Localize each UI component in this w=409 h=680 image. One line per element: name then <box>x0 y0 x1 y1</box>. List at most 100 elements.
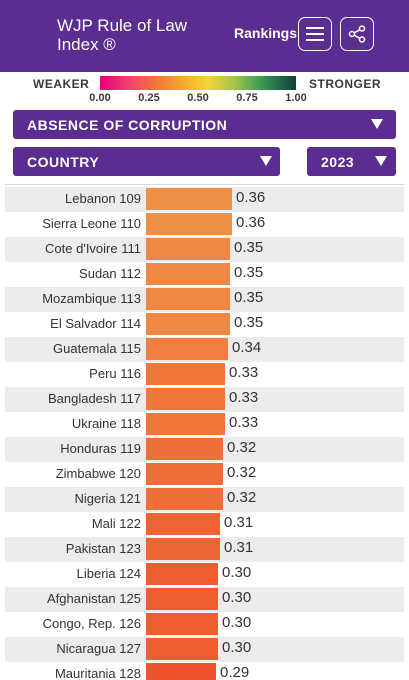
score-bar <box>146 338 228 360</box>
app-title: WJP Rule of Law Index ® <box>57 16 188 54</box>
country-rank-label: Lebanon 109 <box>5 191 141 206</box>
ranking-row[interactable]: Congo, Rep. 126 0.30 <box>5 612 404 637</box>
country-name: Pakistan <box>65 541 116 556</box>
country-rank-label: Cote d'Ivoire 111 <box>5 241 141 256</box>
ranking-row[interactable]: Zimbabwe 120 0.32 <box>5 462 404 487</box>
ranking-row[interactable]: Afghanistan 125 0.30 <box>5 587 404 612</box>
country-rank: 125 <box>119 591 141 606</box>
score-value: 0.30 <box>222 564 252 581</box>
ranking-row[interactable]: Mozambique 113 0.35 <box>5 287 404 312</box>
country-rank: 109 <box>119 191 141 206</box>
country-name: Nicaragua <box>56 641 116 656</box>
ranking-row[interactable]: Mali 122 0.31 <box>5 512 404 537</box>
score-value: 0.30 <box>222 614 252 631</box>
country-name: El Salvador <box>50 316 117 331</box>
country-name: Mauritania <box>54 666 116 680</box>
country-name: Sudan <box>79 266 117 281</box>
country-rank: 121 <box>119 491 141 506</box>
score-bar <box>146 188 232 210</box>
menu-button[interactable] <box>298 17 332 51</box>
score-bar <box>146 488 223 510</box>
country-rank: 114 <box>120 316 141 331</box>
ranking-row[interactable]: Lebanon 109 0.36 <box>5 187 404 212</box>
ranking-list[interactable]: Lebanon 109 0.36 Sierra Leone 110 0.36 Cote … <box>5 184 404 680</box>
country-rank-label: Mozambique 113 <box>5 291 141 306</box>
color-scale: WEAKER STRONGER 0.00 0.25 0.50 0.75 1.00 <box>0 72 409 110</box>
country-rank: 113 <box>120 291 141 306</box>
score-bar <box>146 263 230 285</box>
indicator-dropdown-label: ABSENCE OF CORRUPTION <box>27 117 228 133</box>
country-rank-label: Peru 116 <box>5 366 141 381</box>
scale-tick: 0.50 <box>187 92 209 104</box>
country-rank: 123 <box>119 541 141 556</box>
score-bar <box>146 388 225 410</box>
score-value: 0.33 <box>229 389 259 406</box>
score-value: 0.33 <box>229 364 259 381</box>
year-dropdown[interactable]: 2023 <box>307 147 396 176</box>
score-bar <box>146 288 230 310</box>
ranking-row[interactable]: Bangladesh 117 0.33 <box>5 387 404 412</box>
ranking-row[interactable]: Peru 116 0.33 <box>5 362 404 387</box>
caret-down-icon <box>371 119 383 129</box>
country-rank-label: Honduras 119 <box>5 441 141 456</box>
country-rank-label: Mali 122 <box>5 516 141 531</box>
scale-tick: 0.75 <box>236 92 258 104</box>
country-rank-label: Bangladesh 117 <box>5 391 141 406</box>
ranking-row[interactable]: Cote d'Ivoire 111 0.35 <box>5 237 404 262</box>
share-button[interactable] <box>340 17 374 51</box>
country-name: Congo, Rep. <box>42 616 116 631</box>
country-rank-label: Nigeria 121 <box>5 491 141 506</box>
score-value: 0.35 <box>234 314 264 331</box>
country-rank: 116 <box>120 366 141 381</box>
ranking-row[interactable]: Guatemala 115 0.34 <box>5 337 404 362</box>
ranking-row[interactable]: Pakistan 123 0.31 <box>5 537 404 562</box>
score-value: 0.31 <box>224 514 254 531</box>
score-value: 0.35 <box>234 289 264 306</box>
indicator-dropdown[interactable]: ABSENCE OF CORRUPTION <box>13 110 396 139</box>
country-rank: 124 <box>119 566 141 581</box>
country-name: Bangladesh <box>47 391 117 406</box>
ranking-row[interactable]: Ukraine 118 0.33 <box>5 412 404 437</box>
country-rank: 122 <box>119 516 141 531</box>
ranking-row[interactable]: Nicaragua 127 0.30 <box>5 637 404 662</box>
score-value: 0.34 <box>232 339 262 356</box>
country-rank: 127 <box>119 641 141 656</box>
country-rank: 126 <box>119 616 141 631</box>
level-dropdown[interactable]: COUNTRY <box>13 147 280 176</box>
ranking-row[interactable]: Sudan 112 0.35 <box>5 262 404 287</box>
score-bar <box>146 563 218 585</box>
score-value: 0.36 <box>236 189 266 206</box>
country-rank-label: Sierra Leone 110 <box>5 216 141 231</box>
rankings-label[interactable]: Rankings <box>234 25 298 41</box>
score-value: 0.36 <box>236 214 266 231</box>
year-dropdown-label: 2023 <box>321 154 355 170</box>
score-bar <box>146 663 216 680</box>
country-name: Sierra Leone <box>42 216 117 231</box>
ranking-row[interactable]: El Salvador 114 0.35 <box>5 312 404 337</box>
country-rank-label: Pakistan 123 <box>5 541 141 556</box>
ranking-row[interactable]: Nigeria 121 0.32 <box>5 487 404 512</box>
country-rank-label: Congo, Rep. 126 <box>5 616 141 631</box>
ranking-row[interactable]: Honduras 119 0.32 <box>5 437 404 462</box>
ranking-row[interactable]: Liberia 124 0.30 <box>5 562 404 587</box>
score-value: 0.30 <box>222 589 252 606</box>
score-value: 0.33 <box>229 414 259 431</box>
ranking-row[interactable]: Mauritania 128 0.29 <box>5 662 404 680</box>
score-value: 0.32 <box>227 439 257 456</box>
share-icon <box>348 25 366 43</box>
score-bar <box>146 363 225 385</box>
score-bar <box>146 313 230 335</box>
country-rank-label: Afghanistan 125 <box>5 591 141 606</box>
score-value: 0.29 <box>220 664 250 680</box>
score-bar <box>146 588 218 610</box>
score-bar <box>146 513 220 535</box>
score-value: 0.32 <box>227 464 257 481</box>
ranking-row[interactable]: Sierra Leone 110 0.36 <box>5 212 404 237</box>
country-name: Liberia <box>76 566 116 581</box>
color-gradient-bar <box>100 76 296 90</box>
country-name: Mali <box>91 516 116 531</box>
caret-down-icon <box>375 156 387 166</box>
country-name: Peru <box>89 366 117 381</box>
scale-tick: 0.00 <box>89 92 111 104</box>
country-rank: 119 <box>120 441 141 456</box>
